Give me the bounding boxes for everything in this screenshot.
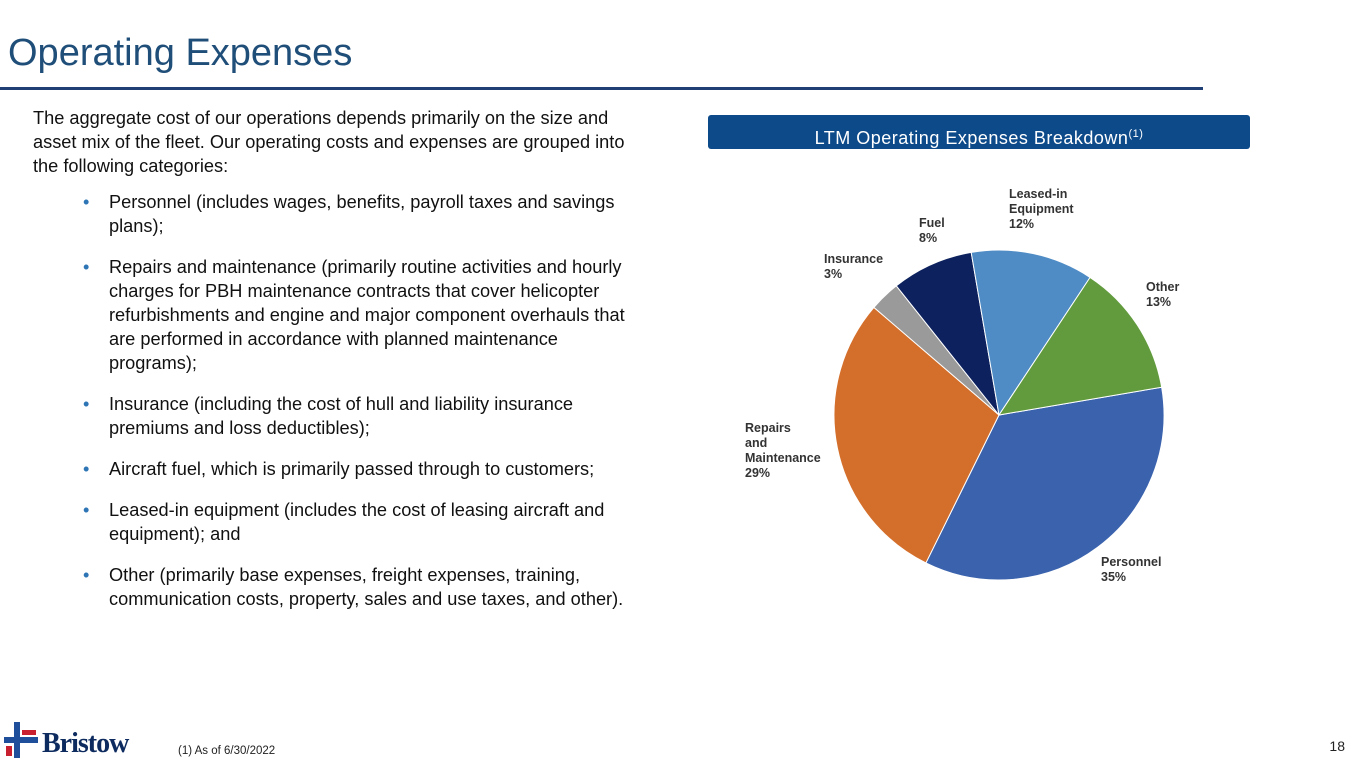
slice-label: Fuel bbox=[919, 216, 945, 230]
bullet: Repairs and maintenance (primarily routi… bbox=[83, 255, 633, 375]
title-rule bbox=[0, 87, 1203, 90]
pie-slice bbox=[970, 249, 1091, 417]
slice-label: Other bbox=[1146, 280, 1179, 294]
slice-label: Repairs and Maintenance bbox=[745, 421, 821, 465]
slice-label: Personnel bbox=[1101, 555, 1161, 569]
slide-title: Operating Expenses bbox=[8, 32, 353, 74]
bullet: Aircraft fuel, which is primarily passed… bbox=[83, 457, 633, 481]
chart-title: LTM Operating Expenses Breakdown bbox=[814, 128, 1129, 148]
bullet: Personnel (includes wages, benefits, pay… bbox=[83, 190, 633, 238]
pie-slice bbox=[833, 306, 1000, 564]
bullet: Other (primarily base expenses, freight … bbox=[83, 563, 633, 611]
intro: The aggregate cost of our operations dep… bbox=[33, 108, 625, 176]
pie-slice bbox=[925, 386, 1165, 581]
slice-value-label: 3% bbox=[824, 267, 842, 281]
page-number: 18 bbox=[1329, 738, 1345, 754]
logo: Bristow bbox=[42, 728, 129, 759]
bullet: Insurance (including the cost of hull an… bbox=[83, 392, 633, 440]
body-text: The aggregate cost of our operations dep… bbox=[33, 106, 633, 628]
slice-value-label: 12% bbox=[1009, 217, 1034, 231]
slice-value-label: 8% bbox=[919, 231, 937, 245]
slice-value-label: 29% bbox=[745, 466, 770, 480]
footnote: (1) As of 6/30/2022 bbox=[178, 745, 276, 757]
slice-value-label: 35% bbox=[1101, 570, 1126, 584]
slice-label: Insurance bbox=[824, 252, 883, 266]
slice-value-label: 13% bbox=[1146, 295, 1171, 309]
bullet: Leased-in equipment (includes the cost o… bbox=[83, 498, 633, 546]
pie-slice bbox=[997, 276, 1163, 416]
slice-label: Leased-in Equipment bbox=[1009, 187, 1074, 216]
chart-title-note: (1) bbox=[1128, 128, 1144, 140]
logo-icon bbox=[4, 722, 38, 758]
chart-header: LTM Operating Expenses Breakdown(1) bbox=[708, 115, 1250, 149]
bullet-list: Personnel (includes wages, benefits, pay… bbox=[83, 190, 633, 611]
